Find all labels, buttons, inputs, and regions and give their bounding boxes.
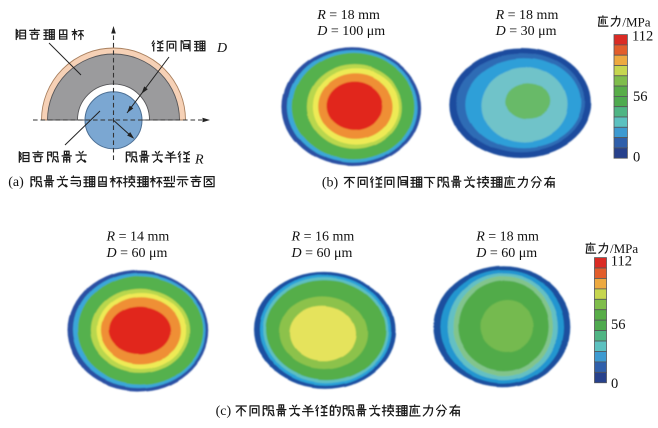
svg-text:R = 18 mm: R = 18 mm: [316, 8, 380, 23]
svg-text:R = 18 mm: R = 18 mm: [475, 230, 539, 245]
svg-text:R = 16 mm: R = 16 mm: [291, 230, 355, 245]
svg-text:D = 100 μm: D = 100 μm: [316, 24, 385, 39]
svg-text:112: 112: [611, 254, 632, 270]
svg-text:/MPa: /MPa: [622, 14, 650, 29]
svg-text:R = 14 mm: R = 14 mm: [106, 230, 170, 245]
svg-text:D = 60 μm: D = 60 μm: [291, 246, 353, 261]
svg-text:/MPa: /MPa: [610, 241, 638, 256]
svg-text:(a): (a): [8, 175, 24, 190]
svg-text:56: 56: [633, 89, 648, 105]
svg-text:(c): (c): [216, 404, 232, 419]
svg-text:R = 18 mm: R = 18 mm: [495, 8, 559, 23]
svg-text:R: R: [194, 152, 204, 167]
svg-text:D = 60 μm: D = 60 μm: [475, 246, 537, 261]
svg-text:(b): (b): [322, 175, 339, 190]
svg-text:0: 0: [611, 376, 618, 392]
svg-text:D = 60 μm: D = 60 μm: [106, 246, 168, 261]
svg-text:D = 30 μm: D = 30 μm: [495, 24, 557, 39]
svg-text:0: 0: [633, 149, 640, 165]
svg-text:D: D: [216, 41, 227, 56]
svg-text:56: 56: [611, 317, 626, 333]
svg-text:112: 112: [632, 29, 653, 45]
